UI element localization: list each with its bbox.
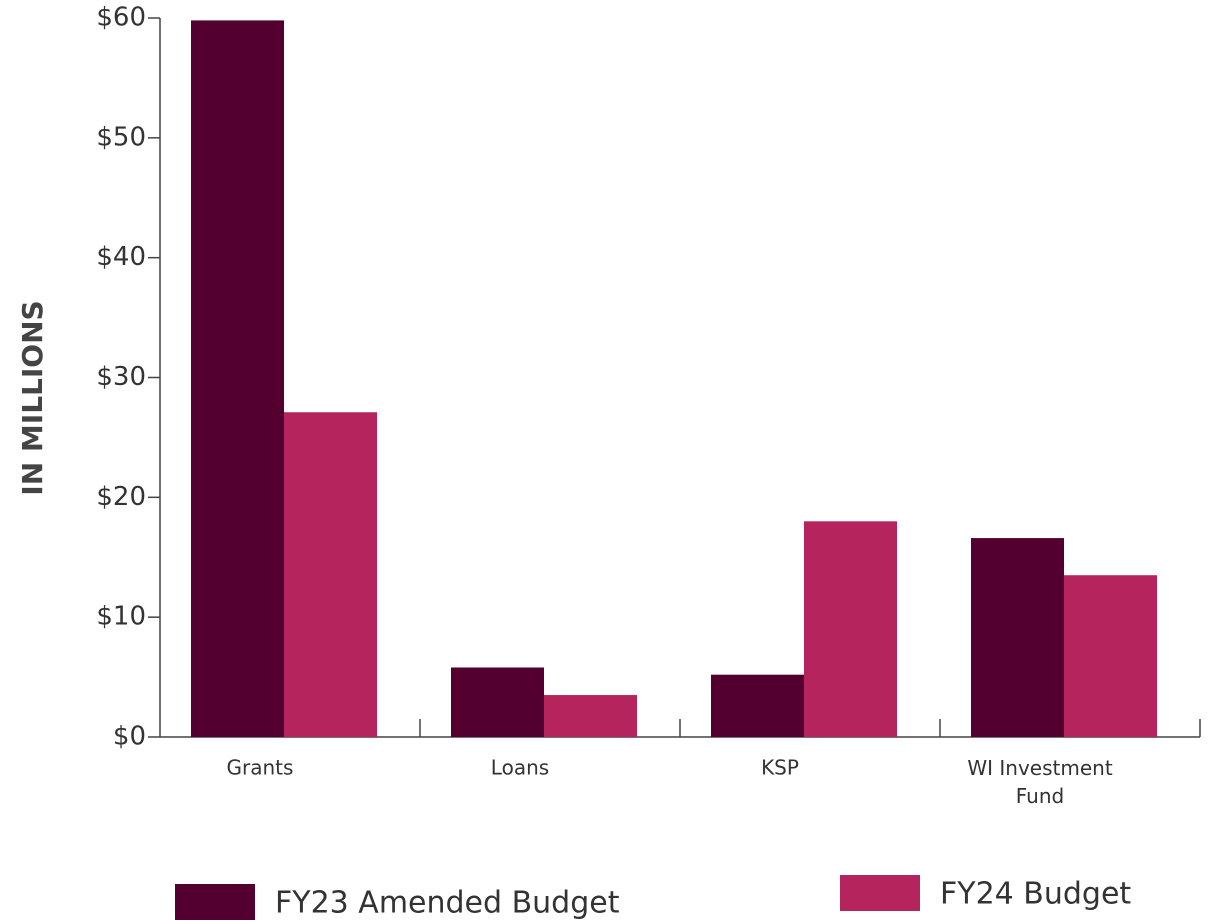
bar bbox=[451, 667, 544, 737]
y-tick-label: $0 bbox=[113, 722, 146, 752]
y-axis-label: IN MILLIONS bbox=[16, 300, 49, 495]
y-tick-label: $60 bbox=[96, 3, 146, 33]
x-tick-label: WI Investment Fund bbox=[967, 756, 1112, 808]
x-tick-label: Loans bbox=[491, 756, 549, 780]
bar bbox=[1064, 575, 1157, 737]
y-tick-label: $30 bbox=[96, 362, 146, 392]
y-tick-label: $10 bbox=[96, 602, 146, 632]
bar bbox=[971, 538, 1064, 737]
bar bbox=[804, 521, 897, 737]
legend-swatch bbox=[840, 875, 920, 911]
legend-swatch bbox=[175, 884, 255, 920]
legend-label: FY23 Amended Budget bbox=[275, 886, 620, 921]
legend-label: FY24 Budget bbox=[940, 877, 1131, 912]
bar bbox=[711, 674, 804, 737]
bar bbox=[191, 20, 284, 737]
x-tick-label: Grants bbox=[227, 756, 294, 780]
x-tick-label: KSP bbox=[761, 756, 799, 780]
bar bbox=[544, 695, 637, 737]
bar bbox=[284, 412, 377, 737]
y-tick-label: $20 bbox=[96, 482, 146, 512]
y-tick-label: $50 bbox=[96, 122, 146, 152]
y-tick-label: $40 bbox=[96, 242, 146, 272]
